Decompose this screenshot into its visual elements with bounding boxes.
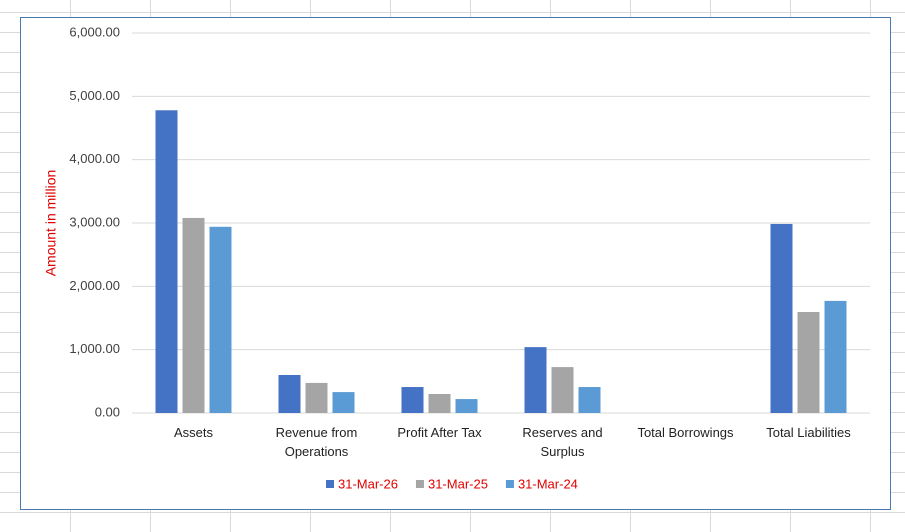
legend-label: 31-Mar-24: [518, 476, 578, 491]
y-tick-label: 6,000.00: [69, 24, 120, 39]
bar: [455, 399, 478, 413]
y-tick-label: 2,000.00: [69, 278, 120, 293]
bar: [401, 387, 424, 413]
y-tick-label: 5,000.00: [69, 88, 120, 103]
x-tick-label: Total Borrowings: [637, 425, 734, 440]
y-tick-label: 0.00: [95, 404, 120, 419]
legend-label: 31-Mar-25: [428, 476, 488, 491]
bar: [551, 367, 574, 413]
bar: [797, 311, 820, 413]
bar: [524, 347, 547, 413]
x-tick-label: Profit After Tax: [397, 425, 482, 440]
legend-swatch: [415, 480, 424, 488]
bar: [305, 382, 328, 413]
x-tick-label: Revenue from Operations: [275, 425, 358, 459]
y-tick-label: 1,000.00: [69, 341, 120, 356]
x-tick-label: Total Liabilities: [766, 425, 851, 440]
y-tick-label: 4,000.00: [69, 151, 120, 166]
x-tick-label: Reserves and Surplus: [522, 425, 603, 459]
bar: [332, 392, 355, 413]
bar: [578, 387, 601, 413]
bar: [428, 394, 451, 413]
bar: [209, 226, 232, 413]
bar: [824, 300, 847, 413]
bar: [182, 217, 205, 413]
legend-label: 31-Mar-26: [338, 476, 398, 491]
bar: [278, 375, 301, 413]
bar: [770, 223, 793, 413]
y-tick-label: 3,000.00: [69, 214, 120, 229]
y-axis-title: Amount in million: [43, 170, 59, 277]
legend-swatch: [505, 480, 514, 488]
x-tick-label: Assets: [173, 425, 213, 440]
bar: [155, 110, 178, 414]
legend-swatch: [326, 480, 334, 488]
